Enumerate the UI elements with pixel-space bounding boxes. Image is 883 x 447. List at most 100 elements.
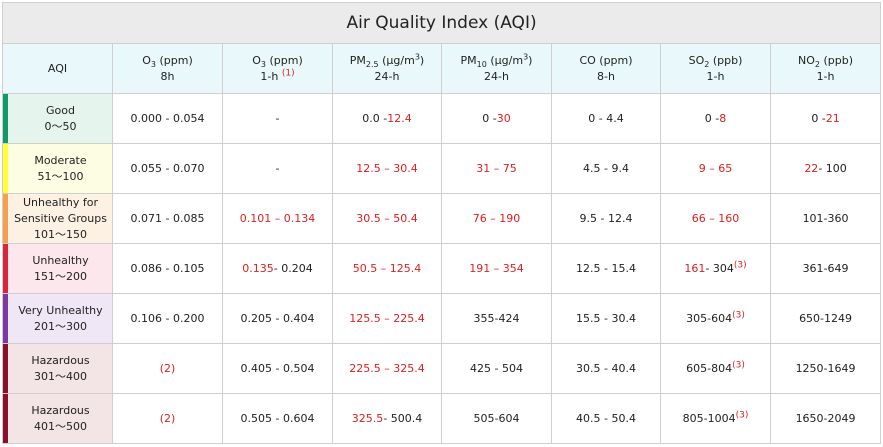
o3-8h-cell: 0.106 - 0.200: [112, 293, 223, 344]
o3-1h-cell: 0.101 – 0.134: [222, 193, 333, 244]
table-row: Moderate 51～100 0.055 - 0.070-12.5 – 30.4 3…: [2, 143, 882, 194]
no2-cell: 361-649: [769, 243, 882, 294]
header-no2: NO2 (ppb) 1-h: [769, 43, 882, 94]
footnote-3: (3): [735, 409, 749, 420]
o3-1h-cell: 0.135- 0.204: [222, 243, 333, 294]
header-co: CO (ppm) 8-h: [551, 43, 661, 94]
so2-cell: 161- 304(3): [660, 243, 771, 294]
header-pm10: PM10 (μg/m3) 24-h: [441, 43, 552, 94]
pm25-cell: 30.5 – 50.4: [332, 193, 442, 244]
co-cell: 9.5 - 12.4: [551, 193, 661, 244]
pm25-cell: 225.5 – 325.4: [332, 343, 442, 394]
pm25-cell: 325.5- 500.4: [332, 393, 442, 444]
category-name: Hazardous: [31, 403, 90, 417]
category-color-bar: [3, 394, 8, 443]
footnote-1: (1): [281, 67, 295, 78]
no2-cell: 101-360: [769, 193, 882, 244]
aqi-category-cell: Very Unhealthy 201～300: [2, 293, 113, 344]
no2-cell: 22- 100: [769, 143, 882, 194]
category-name: Unhealthy for Sensitive Groups: [14, 195, 107, 225]
category-name: Moderate: [34, 153, 87, 167]
table-row: Hazardous 401～500 (2) 0.505 - 0.604 325.5- 5…: [2, 393, 882, 444]
o3-1h-cell: 0.505 - 0.604: [222, 393, 333, 444]
category-name: Hazardous: [31, 353, 90, 367]
header-so2: SO2 (ppb) 1-h: [660, 43, 771, 94]
category-name: Very Unhealthy: [18, 303, 103, 317]
pm10-cell: 191 – 354: [441, 243, 552, 294]
category-color-bar: [3, 144, 8, 193]
o3-8h-cell: 0.071 - 0.085: [112, 193, 223, 244]
category-color-bar: [3, 94, 8, 143]
category-range: 151～200: [34, 269, 87, 283]
category-name: Good: [46, 103, 75, 117]
co-cell: 12.5 - 15.4: [551, 243, 661, 294]
co-cell: 4.5 - 9.4: [551, 143, 661, 194]
pm10-cell: 355-424: [441, 293, 552, 344]
o3-8h-cell: 0.086 - 0.105: [112, 243, 223, 294]
header-pm25: PM2.5 (μg/m3) 24-h: [332, 43, 442, 94]
so2-cell: 605-804(3): [660, 343, 771, 394]
co-cell: 0 - 4.4: [551, 93, 661, 144]
table-row: Very Unhealthy 201～300 0.106 - 0.200 0.205 …: [2, 293, 882, 344]
category-range: 401～500: [34, 419, 87, 433]
co-cell: 40.5 - 50.4: [551, 393, 661, 444]
pm10-cell: 0 -30: [441, 93, 552, 144]
o3-8h-cell: (2): [112, 343, 223, 394]
category-range: 0～50: [44, 119, 77, 133]
co-cell: 15.5 - 30.4: [551, 293, 661, 344]
category-name: Unhealthy: [32, 253, 89, 267]
aqi-category-cell: Hazardous 401～500: [2, 393, 113, 444]
header-o3-8h: O3 (ppm) 8h: [112, 43, 223, 94]
o3-1h-cell: 0.405 - 0.504: [222, 343, 333, 394]
so2-cell: 805-1004(3): [660, 393, 771, 444]
category-color-bar: [3, 294, 8, 343]
header-aqi: AQI: [2, 43, 113, 94]
category-color-bar: [3, 244, 8, 293]
so2-cell: 305-604(3): [660, 293, 771, 344]
no2-cell: 1250-1649: [769, 343, 882, 394]
o3-8h-cell: 0.000 - 0.054: [112, 93, 223, 144]
no2-cell: 1650-2049: [769, 393, 882, 444]
category-range: 101～150: [34, 227, 87, 241]
category-range: 51～100: [37, 169, 84, 183]
header-row: AQI O3 (ppm) 8h O3 (ppm) 1-h (1) PM2.5 (…: [2, 43, 882, 94]
aqi-category-cell: Unhealthy for Sensitive Groups 101～150: [2, 193, 113, 244]
pm25-cell: 0.0 -12.4: [332, 93, 442, 144]
aqi-category-cell: Moderate 51～100: [2, 143, 113, 194]
table-title: Air Quality Index (AQI): [1, 2, 882, 44]
pm25-cell: 50.5 – 125.4: [332, 243, 442, 294]
no2-cell: 0 -21: [769, 93, 882, 144]
category-color-bar: [3, 194, 8, 243]
o3-1h-cell: -: [222, 93, 333, 144]
aqi-category-cell: Hazardous 301～400: [2, 343, 113, 394]
aqi-category-cell: Unhealthy 151～200: [2, 243, 113, 294]
table-row: Hazardous 301～400 (2) 0.405 - 0.504 225.5 – …: [2, 343, 882, 394]
table-body: Good 0～50 0.000 - 0.054-0.0 -12.4 0 -30 0 - …: [2, 93, 882, 444]
table-row: Unhealthy for Sensitive Groups 101～150 0.0…: [2, 193, 882, 244]
footnote-3: (3): [732, 359, 745, 370]
no2-cell: 650-1249: [769, 293, 882, 344]
header-o3-1h: O3 (ppm) 1-h (1): [222, 43, 333, 94]
pm10-cell: 76 – 190: [441, 193, 552, 244]
table-row: Good 0～50 0.000 - 0.054-0.0 -12.4 0 -30 0 - …: [2, 93, 882, 144]
o3-1h-cell: -: [222, 143, 333, 194]
o3-1h-cell: 0.205 - 0.404: [222, 293, 333, 344]
o3-8h-cell: 0.055 - 0.070: [112, 143, 223, 194]
pm25-cell: 12.5 – 30.4: [332, 143, 442, 194]
pm10-cell: 425 - 504: [441, 343, 552, 394]
so2-cell: 66 – 160: [660, 193, 771, 244]
table-row: Unhealthy 151～200 0.086 - 0.105 0.135- 0.20…: [2, 243, 882, 294]
pm10-cell: 505-604: [441, 393, 552, 444]
pm10-cell: 31 – 75: [441, 143, 552, 194]
category-color-bar: [3, 344, 8, 393]
aqi-category-cell: Good 0～50: [2, 93, 113, 144]
pm25-cell: 125.5 – 225.4: [332, 293, 442, 344]
o3-8h-cell: (2): [112, 393, 223, 444]
so2-cell: 9 – 65: [660, 143, 771, 194]
co-cell: 30.5 - 40.4: [551, 343, 661, 394]
footnote-3: (3): [733, 259, 747, 270]
so2-cell: 0 -8: [660, 93, 771, 144]
category-range: 301～400: [34, 369, 87, 383]
